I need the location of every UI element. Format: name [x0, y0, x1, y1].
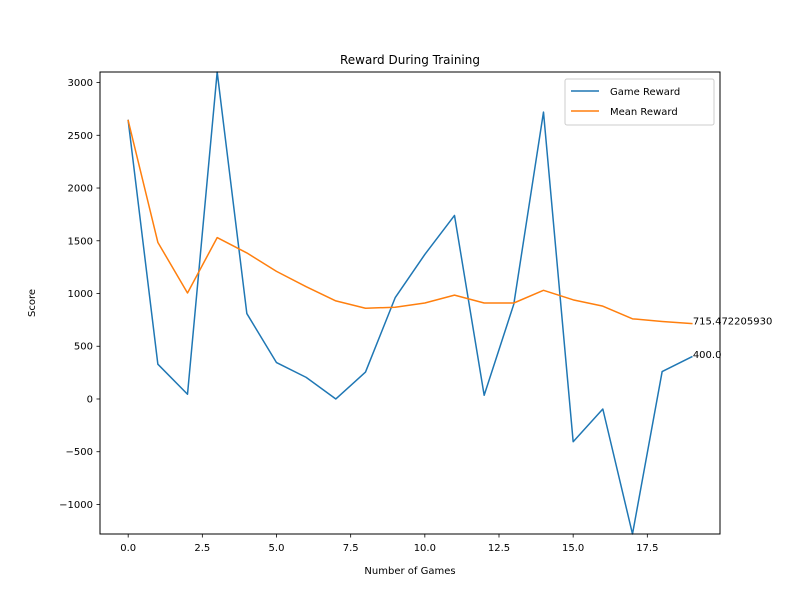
y-tick-label: 0	[87, 394, 93, 405]
chart-title: Reward During Training	[340, 53, 480, 67]
x-tick-label: 0.0	[120, 543, 136, 554]
plot-area-frame	[99, 71, 721, 535]
x-tick-label: 2.5	[194, 543, 210, 554]
legend-label-mean-reward: Mean Reward	[610, 107, 678, 118]
y-tick-label: −500	[66, 447, 93, 458]
x-tick-label: 15.0	[562, 543, 584, 554]
x-tick-label: 5.0	[269, 543, 285, 554]
series-layer	[127, 71, 693, 535]
series-line-game-reward	[127, 71, 693, 535]
x-tick-label: 12.5	[488, 543, 510, 554]
legend-label-game-reward: Game Reward	[610, 87, 680, 98]
y-axis-title: Score	[27, 289, 38, 317]
x-tick-label: 10.0	[414, 543, 436, 554]
x-axis-title: Number of Games	[364, 566, 455, 577]
y-tick-label: 2500	[68, 131, 93, 142]
y-tick-label: 1500	[68, 236, 93, 247]
end-label-mean-reward: 715.472205930	[693, 317, 773, 328]
y-tick-label: −1000	[59, 500, 93, 511]
end-labels: 400.0 715.472205930	[693, 317, 773, 361]
series-line-mean-reward	[127, 119, 693, 325]
x-axis: 0.0 2.5 5.0 7.5 10.0 12.5 15.0 17.5	[120, 534, 658, 554]
end-label-game-reward: 400.0	[693, 350, 722, 361]
y-axis: −1000 −500 0 500 1000 1500 2000 2500 3000	[59, 78, 100, 511]
y-tick-label: 2000	[68, 184, 93, 195]
legend-box	[564, 78, 715, 126]
y-tick-label: 1000	[68, 289, 93, 300]
x-tick-label: 17.5	[636, 543, 658, 554]
legend: Game Reward Mean Reward	[564, 78, 715, 126]
y-tick-label: 500	[74, 342, 93, 353]
x-tick-label: 7.5	[343, 543, 359, 554]
y-tick-label: 3000	[68, 78, 93, 89]
